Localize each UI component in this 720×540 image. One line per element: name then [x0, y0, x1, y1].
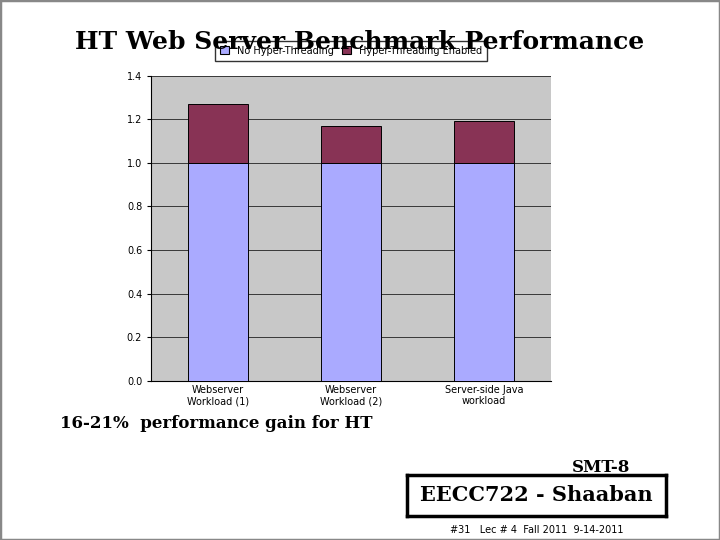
Text: SMT-8: SMT-8: [572, 458, 630, 476]
Bar: [454, 163, 514, 381]
Text: 16-21%  performance gain for HT: 16-21% performance gain for HT: [60, 415, 372, 433]
Legend: No Hyper-Threading, Hyper-Threading Enabled: No Hyper-Threading, Hyper-Threading Enab…: [215, 41, 487, 60]
Bar: [188, 163, 248, 381]
Text: #31   Lec # 4  Fall 2011  9-14-2011: #31 Lec # 4 Fall 2011 9-14-2011: [450, 525, 623, 535]
Bar: [454, 122, 514, 163]
Text: HT Web Server Benchmark Performance: HT Web Server Benchmark Performance: [76, 30, 644, 53]
Bar: [321, 163, 381, 381]
Text: EECC722 - Shaaban: EECC722 - Shaaban: [420, 485, 653, 505]
Bar: [321, 126, 381, 163]
Bar: [188, 104, 248, 163]
